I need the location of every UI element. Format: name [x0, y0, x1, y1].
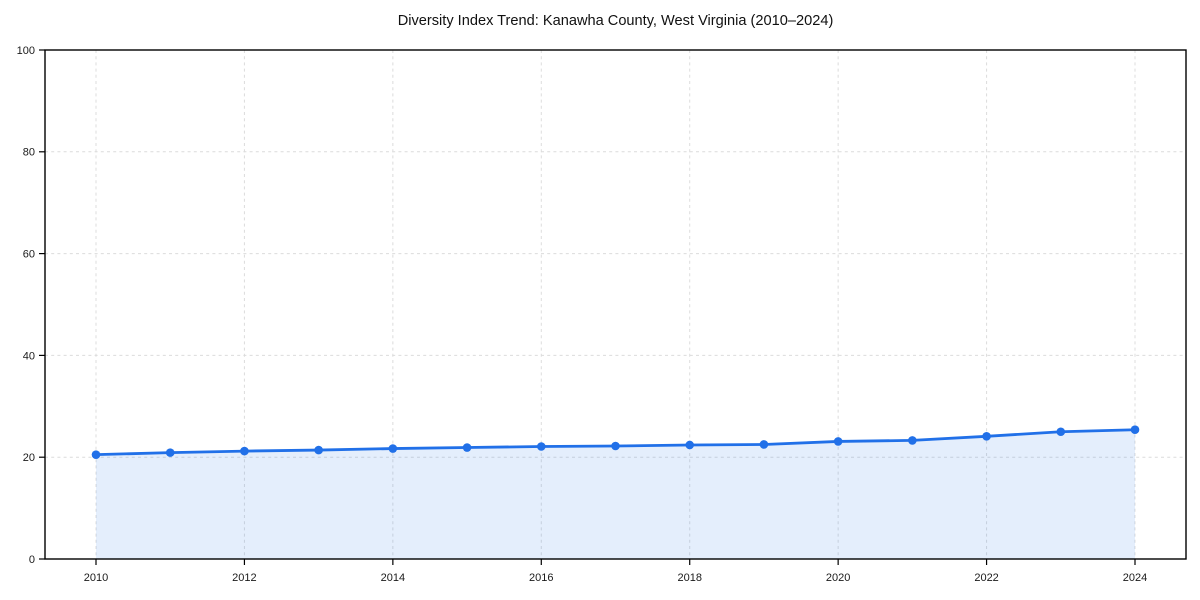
x-tick-label: 2012	[232, 572, 256, 584]
data-point	[759, 440, 769, 449]
y-tick-label: 40	[23, 350, 35, 362]
data-point	[240, 446, 249, 456]
data-point	[462, 443, 472, 452]
data-point	[536, 442, 546, 451]
x-tick-label: 2010	[84, 572, 108, 584]
x-tick-label: 2016	[529, 572, 553, 584]
data-point	[314, 445, 323, 455]
area-fill	[96, 429, 1135, 559]
x-tick-label: 2014	[381, 572, 405, 584]
x-tick-label: 2018	[677, 572, 701, 584]
data-point	[165, 448, 175, 457]
data-point	[91, 450, 101, 459]
chart-title: Diversity Index Trend: Kanawha County, W…	[397, 13, 834, 29]
data-point	[908, 436, 917, 445]
data-point	[1130, 425, 1140, 435]
x-tick-label: 2020	[826, 572, 850, 584]
data-point	[982, 432, 991, 441]
data-point	[388, 444, 398, 453]
y-tick-label: 0	[29, 554, 35, 566]
data-point	[685, 440, 695, 450]
x-tick-label: 2024	[1123, 572, 1147, 584]
data-point	[1056, 427, 1066, 437]
y-tick-label: 80	[23, 147, 35, 159]
data-point	[833, 437, 843, 446]
y-tick-label: 60	[23, 248, 35, 260]
x-tick-label: 2022	[974, 572, 998, 584]
data-point	[611, 441, 620, 451]
y-tick-label: 100	[17, 45, 35, 57]
y-tick-label: 20	[23, 452, 35, 464]
plot-frame	[44, 49, 1187, 560]
